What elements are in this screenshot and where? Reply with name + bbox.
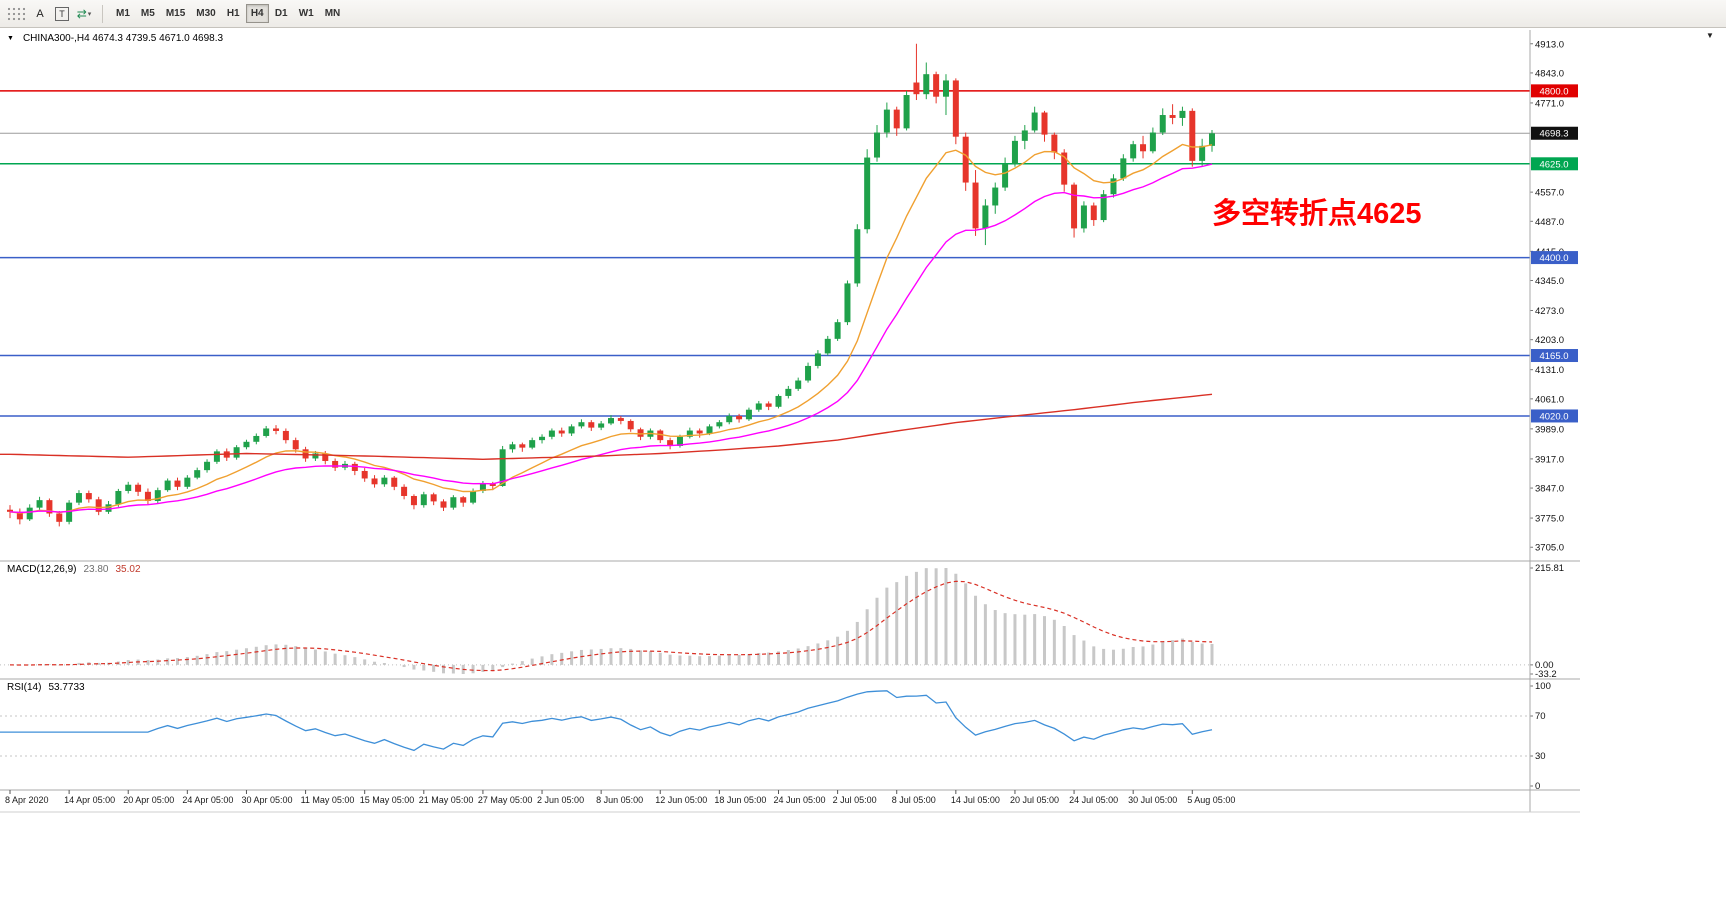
price-axis-labels[interactable]: 4913.04843.04771.04557.04487.04415.04345… bbox=[1530, 39, 1564, 554]
svg-text:4345.0: 4345.0 bbox=[1535, 276, 1564, 287]
time-axis-ticks bbox=[9, 790, 1193, 794]
svg-text:4800.0: 4800.0 bbox=[1539, 86, 1568, 97]
time-axis-label: 8 Jun 05:00 bbox=[596, 795, 644, 805]
svg-text:3917.0: 3917.0 bbox=[1535, 454, 1564, 465]
rsi-line bbox=[0, 690, 1213, 752]
svg-text:4843.0: 4843.0 bbox=[1535, 68, 1564, 79]
timeframe-button-group: M1 M5 M15 M30 H1 H4 D1 W1 MN bbox=[111, 4, 346, 23]
svg-text:-33.2: -33.2 bbox=[1535, 669, 1557, 680]
svg-text:0: 0 bbox=[1535, 781, 1540, 792]
svg-text:30: 30 bbox=[1535, 751, 1546, 762]
chart-annotation-text[interactable]: 多空转折点4625 bbox=[1212, 198, 1422, 230]
chart-title-text: CHINA300-,H4 4674.3 4739.5 4671.0 4698.3 bbox=[22, 33, 224, 44]
time-axis-label: 8 Apr 2020 bbox=[5, 795, 49, 805]
time-axis-label: 20 Apr 05:00 bbox=[123, 795, 175, 805]
svg-text:4203.0: 4203.0 bbox=[1535, 335, 1564, 346]
svg-text:4061.0: 4061.0 bbox=[1535, 394, 1564, 405]
svg-text:4273.0: 4273.0 bbox=[1535, 306, 1564, 317]
rsi-name: RSI(14) bbox=[7, 682, 42, 693]
svg-text:4557.0: 4557.0 bbox=[1535, 188, 1564, 199]
time-axis-label: 24 Apr 05:00 bbox=[182, 795, 234, 805]
svg-text:4913.0: 4913.0 bbox=[1535, 39, 1564, 50]
horizontal-level-lines[interactable] bbox=[0, 90, 1530, 417]
ma-medium-line bbox=[9, 163, 1213, 514]
time-axis-label: 5 Aug 05:00 bbox=[1187, 795, 1236, 805]
timeframe-m15-button[interactable]: M15 bbox=[165, 8, 186, 19]
time-axis-label: 11 May 05:00 bbox=[300, 795, 355, 805]
rsi-axis-labels[interactable]: 100 70 30 0 bbox=[1530, 681, 1551, 792]
time-axis-label: 2 Jul 05:00 bbox=[832, 795, 877, 805]
text-tool-icon: T bbox=[55, 6, 69, 21]
svg-text:3705.0: 3705.0 bbox=[1535, 543, 1564, 554]
svg-text:4165.0: 4165.0 bbox=[1539, 351, 1568, 362]
time-axis-label: 24 Jun 05:00 bbox=[773, 795, 826, 805]
timeframe-w1-button[interactable]: W1 bbox=[298, 8, 314, 19]
price-tags: 4800.0 4625.0 4400.0 4165.0 4020.0 4698.3 bbox=[1531, 84, 1578, 423]
timeframe-d1-button[interactable]: D1 bbox=[274, 8, 288, 19]
timeframe-mn-button[interactable]: MN bbox=[324, 8, 341, 19]
macd-histogram bbox=[18, 568, 1214, 674]
svg-text:215.81: 215.81 bbox=[1535, 563, 1564, 574]
timeframe-h4-button[interactable]: H4 bbox=[245, 4, 269, 23]
time-axis-label: 21 May 05:00 bbox=[418, 795, 474, 805]
annotations-button[interactable]: A bbox=[36, 7, 44, 20]
time-axis-label: 15 May 05:00 bbox=[359, 795, 415, 805]
time-axis-label: 30 Apr 05:00 bbox=[241, 795, 293, 805]
svg-text:4400.0: 4400.0 bbox=[1539, 253, 1568, 264]
svg-text:4698.3: 4698.3 bbox=[1539, 129, 1568, 140]
cycle-arrows-button[interactable]: ⇄ ▾ bbox=[74, 4, 94, 24]
time-axis-label: 27 May 05:00 bbox=[477, 795, 533, 805]
timeframe-m1-button[interactable]: M1 bbox=[116, 8, 130, 19]
text-tool-button[interactable]: T bbox=[52, 4, 72, 24]
timeframe-h1-button[interactable]: H1 bbox=[226, 8, 240, 19]
symbol-marker-icon: ▼ bbox=[7, 35, 14, 42]
rsi-value: 53.7733 bbox=[48, 682, 85, 693]
svg-text:4771.0: 4771.0 bbox=[1535, 98, 1564, 109]
time-axis-label: 20 Jul 05:00 bbox=[1009, 795, 1059, 805]
time-axis-label: 2 Jun 05:00 bbox=[537, 795, 585, 805]
toolbar: A T ⇄ ▾ M1 M5 M15 M30 H1 H4 D1 W1 MN bbox=[0, 0, 1726, 28]
macd-panel-label: MACD(12,26,9) 23.80 35.02 bbox=[7, 564, 141, 575]
chart-corner-icon[interactable]: ▼ bbox=[1706, 31, 1714, 40]
macd-signal-value: 35.02 bbox=[115, 564, 141, 575]
svg-text:3775.0: 3775.0 bbox=[1535, 514, 1564, 525]
time-axis-label: 14 Apr 05:00 bbox=[64, 795, 116, 805]
rsi-panel-label: RSI(14) 53.7733 bbox=[7, 682, 85, 693]
time-axis-label: 14 Jul 05:00 bbox=[950, 795, 1000, 805]
time-axis-label: 12 Jun 05:00 bbox=[655, 795, 708, 805]
ma-slow-line bbox=[0, 393, 1213, 461]
timeframe-m5-button[interactable]: M5 bbox=[140, 8, 155, 19]
toolbar-separator bbox=[102, 4, 103, 23]
panel-dividers bbox=[0, 560, 1580, 791]
svg-text:0.00: 0.00 bbox=[1535, 660, 1554, 671]
svg-text:70: 70 bbox=[1535, 711, 1546, 722]
svg-text:4131.0: 4131.0 bbox=[1535, 365, 1564, 376]
macd-axis-labels[interactable]: 215.81 0.00-33.2 bbox=[1530, 563, 1564, 680]
macd-signal-line bbox=[9, 580, 1213, 672]
svg-text:3989.0: 3989.0 bbox=[1535, 424, 1564, 435]
macd-value: 23.80 bbox=[83, 564, 109, 575]
time-axis[interactable]: 8 Apr 2020 14 Apr 05:00 20 Apr 05:00 24 Apr… bbox=[0, 795, 1580, 809]
time-axis-label: 18 Jun 05:00 bbox=[714, 795, 767, 805]
svg-text:100: 100 bbox=[1535, 681, 1551, 692]
rsi-level-lines bbox=[0, 715, 1530, 757]
cycle-arrows-icon: ⇄ bbox=[76, 6, 87, 21]
ma-fast-line bbox=[9, 143, 1213, 514]
candlesticks bbox=[7, 43, 1215, 527]
svg-text:4625.0: 4625.0 bbox=[1539, 159, 1568, 170]
svg-text:3847.0: 3847.0 bbox=[1535, 484, 1564, 495]
chevron-down-icon: ▾ bbox=[87, 10, 92, 18]
svg-text:4487.0: 4487.0 bbox=[1535, 217, 1564, 228]
svg-text:4020.0: 4020.0 bbox=[1539, 411, 1568, 422]
time-axis-label: 24 Jul 05:00 bbox=[1069, 795, 1119, 805]
time-axis-label: 30 Jul 05:00 bbox=[1128, 795, 1178, 805]
toolbar-grip-icon[interactable] bbox=[4, 4, 28, 24]
macd-name: MACD(12,26,9) bbox=[7, 564, 77, 575]
timeframe-m30-button[interactable]: M30 bbox=[196, 8, 216, 19]
chart-title: ▼ CHINA300-,H4 4674.3 4739.5 4671.0 4698… bbox=[7, 33, 223, 44]
time-axis-label: 8 Jul 05:00 bbox=[891, 795, 936, 805]
